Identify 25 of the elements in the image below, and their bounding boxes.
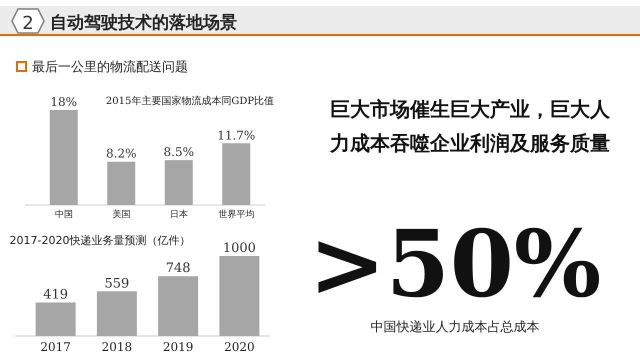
data-label: 18% bbox=[50, 95, 78, 109]
x-tick-label: 2018 bbox=[102, 340, 132, 354]
x-tick-label: 2019 bbox=[162, 340, 194, 354]
x-tick-label: 日本 bbox=[170, 209, 188, 220]
text: >50% bbox=[308, 210, 602, 318]
data-label: 8.5% bbox=[164, 145, 194, 160]
text: 力成本吞噬企业利润及服务质量 bbox=[329, 131, 610, 155]
data-label: 559 bbox=[104, 276, 130, 292]
data-label: 748 bbox=[166, 261, 191, 276]
chart-title: 2017-2020快递业务量预测（亿件） bbox=[10, 234, 190, 247]
text: 2 bbox=[22, 13, 34, 34]
data-label: 419 bbox=[43, 287, 68, 302]
x-tick-label: 2017 bbox=[40, 340, 71, 354]
x-tick-label: 2020 bbox=[224, 340, 255, 354]
text: 中国快递业人力成本占总成本 bbox=[370, 320, 540, 335]
text: 自动驾驶技术的落地场景 bbox=[50, 13, 237, 33]
text: 巨大市场催生巨大产业，巨大人 bbox=[330, 97, 611, 121]
data-label: 1000 bbox=[222, 241, 256, 256]
x-tick-label: 中国 bbox=[54, 209, 73, 220]
x-tick-label: 世界平均 bbox=[218, 209, 254, 220]
chart-title: 2015年主要国家物流成本同GDP比值 bbox=[106, 95, 274, 107]
x-tick-label: 美国 bbox=[112, 209, 130, 220]
data-label: 11.7% bbox=[217, 128, 256, 142]
data-label: 8.2% bbox=[106, 146, 136, 161]
text: 最后一公里的物流配送问题 bbox=[32, 59, 188, 75]
